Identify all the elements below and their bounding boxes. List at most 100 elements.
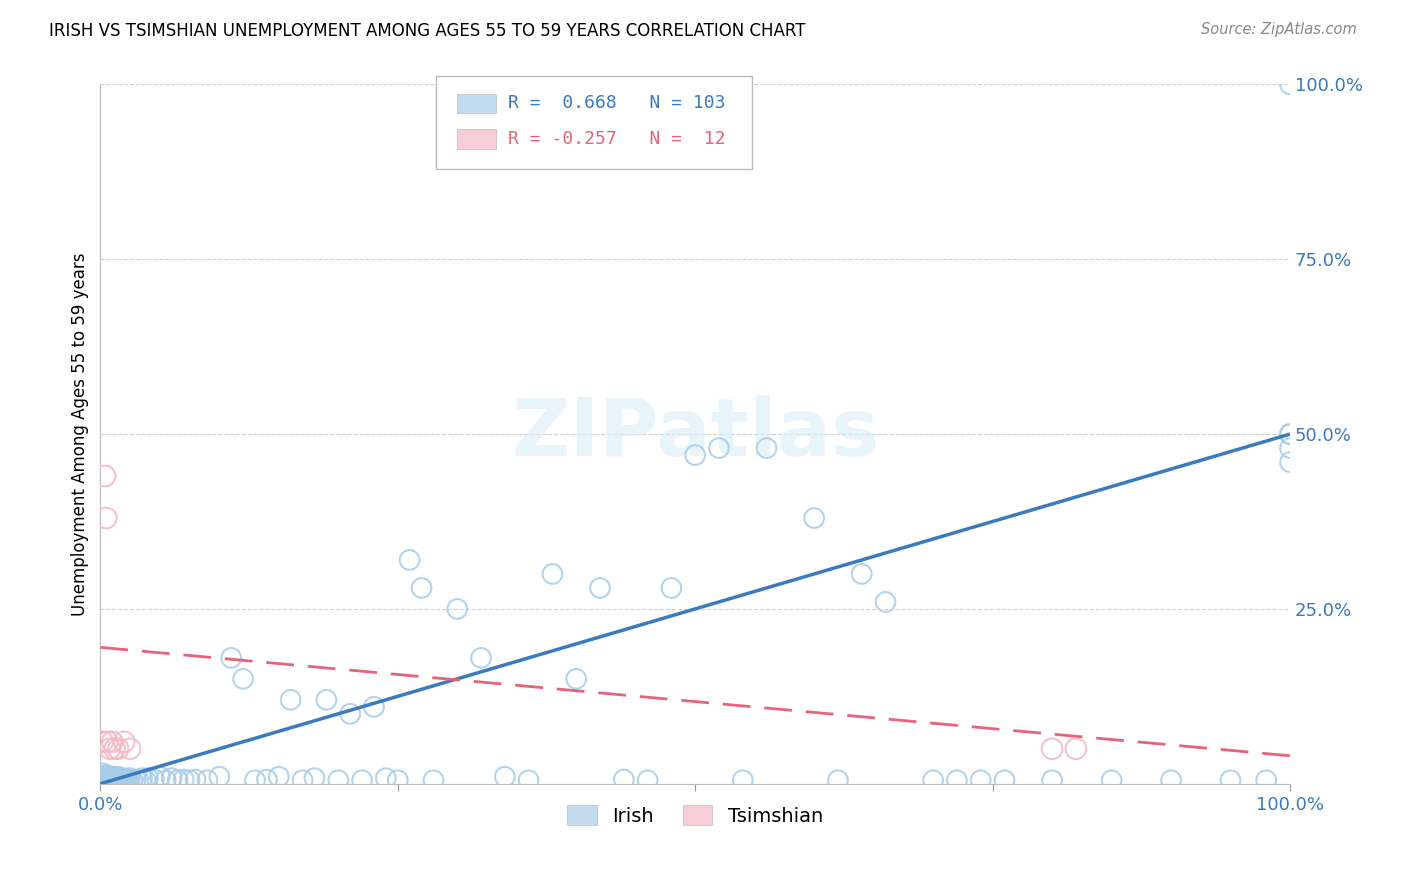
Point [155,773,177,788]
Point [374,771,396,785]
Point [398,553,420,567]
Point [91,771,114,785]
Point [97,773,120,788]
Point [112,771,135,785]
Point [111,773,134,788]
Point [1101,773,1123,788]
Point [115,772,138,787]
Point [107,773,129,788]
Point [851,566,873,581]
Point [93,768,115,782]
Point [755,441,778,455]
Point [232,672,254,686]
Point [387,773,409,788]
Point [291,773,314,788]
Point [94,469,117,483]
Point [280,693,302,707]
Point [208,770,231,784]
Point [875,595,897,609]
Point [565,672,588,686]
Point [98,771,121,785]
Point [184,772,207,787]
Text: ZIPatlas: ZIPatlas [510,395,879,473]
Point [101,771,124,785]
Point [135,773,157,788]
Point [125,772,148,787]
Point [96,768,118,782]
Point [946,773,969,788]
Point [96,773,118,788]
Text: R =  0.668   N = 103: R = 0.668 N = 103 [508,95,725,112]
Point [149,770,172,784]
Point [993,773,1015,788]
Legend: Irish, Tsimshian: Irish, Tsimshian [560,797,831,833]
Point [103,773,125,788]
Point [267,770,290,784]
Point [363,699,385,714]
Point [197,773,219,788]
Point [1279,455,1302,469]
Text: IRISH VS TSIMSHIAN UNEMPLOYMENT AMONG AGES 55 TO 59 YEARS CORRELATION CHART: IRISH VS TSIMSHIAN UNEMPLOYMENT AMONG AG… [49,22,806,40]
Point [661,581,683,595]
Point [803,511,825,525]
Point [94,771,117,785]
Point [103,771,125,785]
Point [494,770,516,784]
Point [517,773,540,788]
Point [94,770,117,784]
Point [470,651,492,665]
Point [136,771,159,785]
Point [114,773,136,788]
Point [111,772,134,787]
Point [243,773,266,788]
Text: Source: ZipAtlas.com: Source: ZipAtlas.com [1201,22,1357,37]
Point [173,772,195,787]
Point [131,771,153,785]
Point [96,511,118,525]
Point [120,771,142,785]
Point [352,773,374,788]
Point [108,771,131,785]
Y-axis label: Unemployment Among Ages 55 to 59 years: Unemployment Among Ages 55 to 59 years [72,252,89,615]
Point [98,741,121,756]
Point [104,773,127,788]
Point [96,771,118,785]
Point [922,773,945,788]
Point [589,581,612,595]
Point [101,735,124,749]
Point [101,770,124,784]
Point [707,441,730,455]
Point [105,772,128,787]
Point [1279,427,1302,442]
Point [91,735,114,749]
Point [96,735,118,749]
Point [1040,741,1063,756]
Point [110,773,132,788]
Point [683,448,706,462]
Point [970,773,993,788]
Point [541,566,564,581]
Point [166,773,188,788]
Point [613,772,636,787]
Point [731,773,754,788]
Point [1160,773,1182,788]
Point [121,773,143,788]
Point [219,651,242,665]
Point [315,693,337,707]
Point [104,741,127,756]
Point [422,773,444,788]
Point [90,770,112,784]
Point [100,773,122,788]
Point [98,772,121,787]
Point [107,741,129,756]
Point [127,773,149,788]
Point [1064,741,1087,756]
Point [117,773,139,788]
Point [100,770,122,784]
Point [97,770,120,784]
Point [827,773,849,788]
Point [1219,773,1241,788]
Point [104,771,127,785]
Point [446,602,468,616]
Point [637,773,659,788]
